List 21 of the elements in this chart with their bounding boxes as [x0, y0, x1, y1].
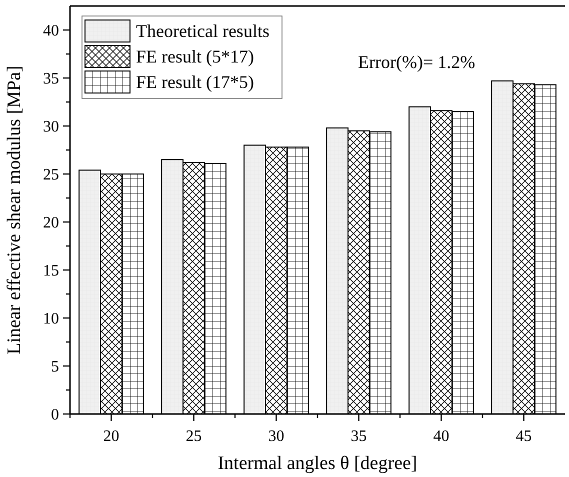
legend-label: Theoretical results [136, 21, 270, 41]
y-tick-label: 40 [43, 22, 59, 40]
legend-label: FE result (17*5) [136, 72, 254, 92]
y-tick-label: 30 [43, 118, 59, 136]
x-tick-label: 30 [268, 428, 284, 445]
y-tick-label: 10 [43, 310, 59, 328]
y-tick-label: 25 [43, 166, 59, 184]
y-tick-label: 5 [51, 358, 59, 376]
x-axis-title: Intermal angles θ [degree] [218, 453, 418, 474]
y-tick-label: 35 [43, 70, 59, 88]
y-tick-label: 20 [43, 214, 59, 232]
annotation: Error(%)= 1.2% [358, 52, 476, 72]
x-tick-label: 40 [433, 428, 450, 445]
x-tick-label: 35 [350, 428, 367, 445]
x-tick-label: 20 [103, 428, 120, 445]
y-tick-label: 0 [51, 406, 59, 424]
legend-label: FE result (5*17) [136, 46, 254, 66]
y-tick-label: 15 [43, 262, 59, 280]
x-tick-label: 45 [516, 428, 532, 445]
x-tick-label: 25 [186, 428, 202, 445]
y-axis-title: Linear effective shear modulus [MPa] [4, 66, 25, 354]
